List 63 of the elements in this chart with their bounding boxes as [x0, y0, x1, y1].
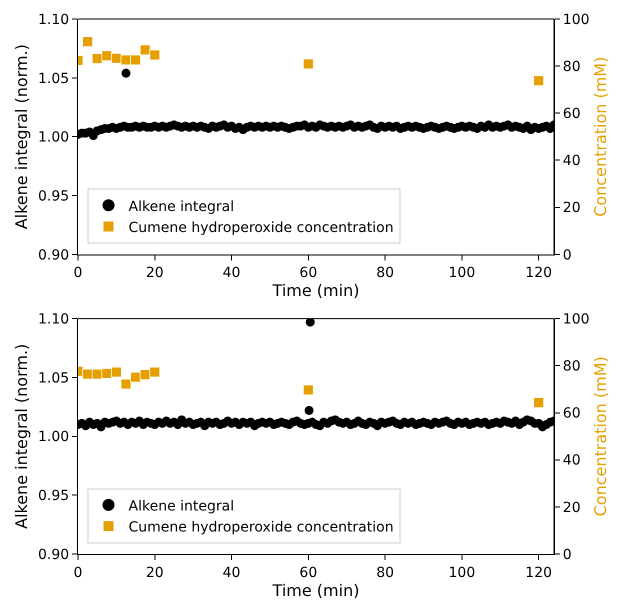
x-tick-label: 120 [525, 564, 552, 581]
y-tick-label: 1.05 [38, 370, 70, 386]
y-tick-label: 1.05 [38, 70, 70, 87]
x-tick-label: 0 [74, 564, 82, 581]
legend-label: Cumene hydroperoxide concentration [128, 520, 394, 536]
y2-tick-label: 60 [562, 106, 581, 122]
y-tick-label: 0.95 [38, 188, 70, 204]
y2-tick-label: 80 [562, 358, 581, 375]
point [82, 368, 93, 380]
x-tick-label: 60 [299, 265, 318, 282]
y-tick-label: 1.00 [38, 429, 70, 446]
point [120, 378, 132, 390]
y2-tick-label: 100 [562, 312, 590, 328]
point [110, 366, 122, 378]
point [82, 36, 93, 47]
y2-tick-label: 40 [562, 153, 581, 170]
x-tick-label: 20 [146, 265, 164, 282]
y2-axis-title: Concentration (mM) [591, 356, 610, 516]
x-tick-label: 80 [376, 265, 394, 282]
x-tick-label: 120 [525, 265, 552, 282]
x-tick-label: 60 [299, 564, 318, 581]
x-tick-label: 40 [222, 265, 240, 282]
y-tick-label: 0.90 [38, 247, 70, 264]
point [140, 369, 151, 380]
y2-tick-label: 100 [562, 12, 590, 28]
point [302, 384, 314, 396]
legend-label: Cumene hydroperoxide concentration [128, 220, 394, 236]
x-tick-label: 100 [448, 564, 476, 581]
point [130, 54, 141, 66]
x-tick-label: 100 [448, 265, 476, 282]
point [140, 44, 151, 56]
legend-label: Alkene integral [128, 198, 234, 215]
y2-axis-title: Concentration (mM) [591, 56, 610, 217]
x-tick-label: 20 [146, 564, 164, 581]
point [130, 372, 141, 383]
point [533, 397, 544, 408]
point [101, 368, 112, 379]
y2-tick-label: 60 [562, 406, 581, 422]
x-tick-label: 40 [222, 564, 240, 581]
y-tick-label: 0.95 [38, 488, 70, 504]
point [149, 50, 160, 60]
y2-tick-label: 80 [562, 58, 581, 75]
point [533, 75, 544, 86]
y-axis-title: Alkene integral (norm.) [12, 344, 31, 529]
y2-tick-label: 0 [562, 546, 572, 563]
y2-tick-label: 40 [562, 452, 581, 469]
y-tick-label: 1.10 [38, 312, 70, 328]
y-tick-label: 1.00 [38, 130, 70, 146]
y2-tick-label: 0 [562, 247, 572, 264]
y-tick-label: 0.90 [38, 546, 70, 563]
point [120, 54, 132, 66]
y-axis-title: Alkene integral (norm.) [12, 44, 31, 230]
x-axis-title: Time (min) [272, 580, 360, 600]
point [92, 53, 103, 64]
point [302, 58, 314, 70]
x-tick-label: 0 [74, 265, 82, 282]
y2-tick-label: 20 [562, 200, 581, 216]
x-axis-title: Time (min) [272, 281, 360, 300]
y-tick-label: 1.10 [38, 12, 70, 28]
x-tick-label: 80 [376, 564, 394, 581]
point [149, 366, 160, 378]
y2-tick-label: 20 [562, 500, 581, 516]
legend-label: Alkene integral [128, 498, 234, 514]
